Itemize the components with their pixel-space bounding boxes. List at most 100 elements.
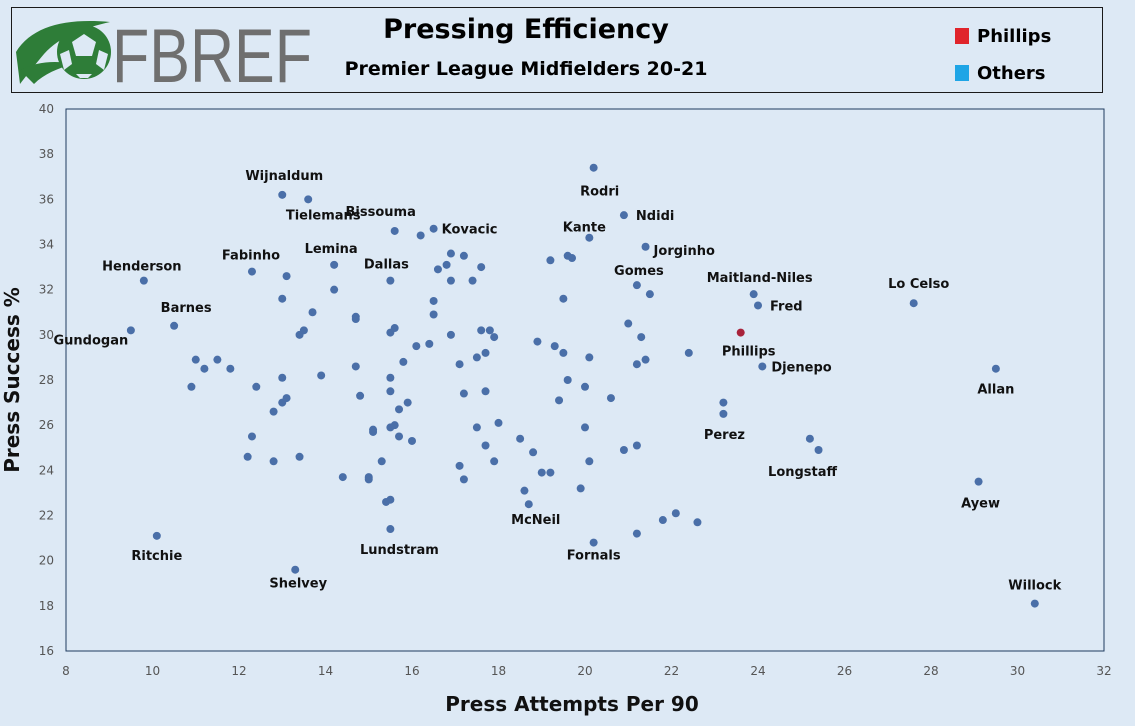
data-point <box>719 398 728 407</box>
point-label-djenepo: Djenepo <box>771 360 831 375</box>
data-point <box>805 434 814 443</box>
data-point <box>490 333 499 342</box>
data-point <box>390 421 399 430</box>
data-point <box>481 441 490 450</box>
point-label-longstaff: Longstaff <box>768 465 838 480</box>
data-point <box>416 231 425 240</box>
x-tick-label: 20 <box>577 664 592 678</box>
point-label-willock: Willock <box>1008 579 1061 594</box>
data-point <box>632 441 641 450</box>
plot-frame <box>65 108 1105 652</box>
y-tick-label: 38 <box>39 147 54 161</box>
data-point <box>278 373 287 382</box>
data-point <box>412 342 421 351</box>
y-tick-label: 40 <box>39 102 54 116</box>
data-point <box>459 475 468 484</box>
data-point <box>338 473 347 482</box>
data-point <box>308 308 317 317</box>
y-tick-label: 34 <box>39 238 54 252</box>
data-point-allan <box>991 364 1000 373</box>
data-point-lemina <box>330 260 339 269</box>
data-point <box>408 436 416 445</box>
axis-ticks: 8 10 12 14 16 18 20 22 24 26 28 30 32 16 18 20 22 24 26 28 3… <box>39 102 1112 678</box>
data-point <box>200 364 209 373</box>
data-point <box>693 518 702 527</box>
data-point <box>390 324 399 333</box>
point-label-barnes: Barnes <box>161 301 212 316</box>
data-point <box>386 387 395 396</box>
data-point <box>641 355 650 364</box>
data-point-fornals <box>589 538 598 547</box>
point-label-tielemans: Tielemans <box>286 208 361 223</box>
point-label-henderson: Henderson <box>102 260 181 275</box>
data-point-wijnaldum <box>278 190 287 199</box>
data-point <box>395 432 404 441</box>
data-point <box>477 263 486 272</box>
point-label-ayew: Ayew <box>961 497 1000 512</box>
data-point <box>317 371 326 380</box>
y-tick-label: 30 <box>39 328 54 342</box>
data-point <box>356 391 365 400</box>
y-tick-label: 16 <box>39 644 54 658</box>
data-point <box>446 249 455 258</box>
chart-header: FBREF Pressing Efficiency Premier League… <box>11 7 1103 93</box>
data-point <box>494 418 503 427</box>
data-point-maitland-niles <box>749 290 758 299</box>
legend-swatch-phillips <box>955 28 969 44</box>
x-tick-label: 14 <box>318 664 333 678</box>
data-point <box>585 457 594 466</box>
data-point-lo-celso <box>909 299 918 308</box>
legend-item-phillips: Phillips <box>955 25 1051 47</box>
data-point <box>269 457 278 466</box>
point-label-jorginho: Jorginho <box>653 244 715 259</box>
y-axis-title: Press Success % <box>0 287 24 473</box>
logo-text: FBREF <box>112 14 312 86</box>
chart-subtitle: Premier League Midfielders 20-21 <box>344 58 708 80</box>
x-tick-label: 18 <box>491 664 506 678</box>
data-point <box>581 382 589 391</box>
point-label-kante: Kante <box>563 221 606 236</box>
point-label-lundstram: Lundstram <box>360 543 439 558</box>
data-point-gundogan <box>126 326 135 335</box>
data-point-dallas <box>386 276 395 285</box>
data-point <box>187 382 196 391</box>
data-point-kante <box>585 233 594 242</box>
data-point <box>619 446 628 455</box>
data-point <box>568 254 577 263</box>
y-tick-label: 22 <box>39 509 54 523</box>
data-point <box>624 319 633 328</box>
data-point <box>459 389 468 398</box>
point-label-dallas: Dallas <box>364 258 409 273</box>
data-point <box>364 475 373 484</box>
data-point-henderson <box>139 276 148 285</box>
legend-swatch-others <box>955 65 969 81</box>
data-point <box>546 468 555 477</box>
y-tick-label: 26 <box>39 418 54 432</box>
data-point <box>191 355 200 364</box>
data-point <box>550 342 559 351</box>
data-point-lundstram <box>386 525 395 534</box>
point-label-lemina: Lemina <box>305 242 358 257</box>
data-point <box>585 353 594 362</box>
y-tick-label: 32 <box>39 283 54 297</box>
x-axis-title: Press Attempts Per 90 <box>445 692 699 716</box>
data-point <box>520 486 529 495</box>
data-point-shelvey <box>291 565 300 574</box>
y-tick-label: 18 <box>39 599 54 613</box>
data-point <box>555 396 564 405</box>
x-tick-label: 22 <box>664 664 679 678</box>
data-point-fabinho <box>247 267 256 276</box>
point-label-ndidi: Ndidi <box>636 209 674 224</box>
data-point <box>446 330 455 339</box>
y-tick-label: 20 <box>39 554 54 568</box>
data-point <box>442 260 451 269</box>
data-point <box>351 315 360 324</box>
data-point <box>282 272 291 281</box>
data-point <box>472 353 481 362</box>
data-point-gomes <box>632 281 641 290</box>
point-label-kovacic: Kovacic <box>442 223 498 238</box>
data-point-kovacic <box>429 224 438 233</box>
data-point <box>606 394 615 403</box>
